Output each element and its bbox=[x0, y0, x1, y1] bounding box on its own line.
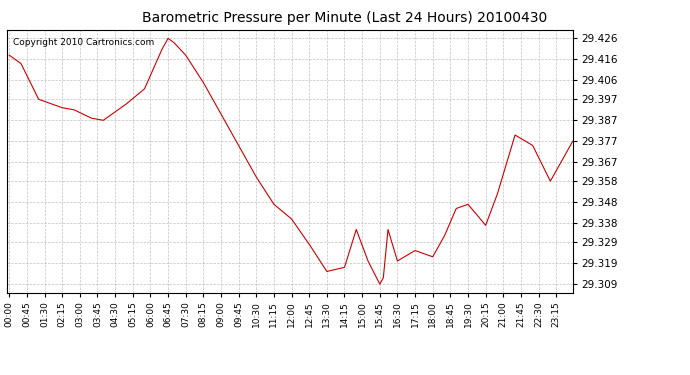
Text: Barometric Pressure per Minute (Last 24 Hours) 20100430: Barometric Pressure per Minute (Last 24 … bbox=[142, 11, 548, 25]
Text: Copyright 2010 Cartronics.com: Copyright 2010 Cartronics.com bbox=[12, 38, 154, 47]
